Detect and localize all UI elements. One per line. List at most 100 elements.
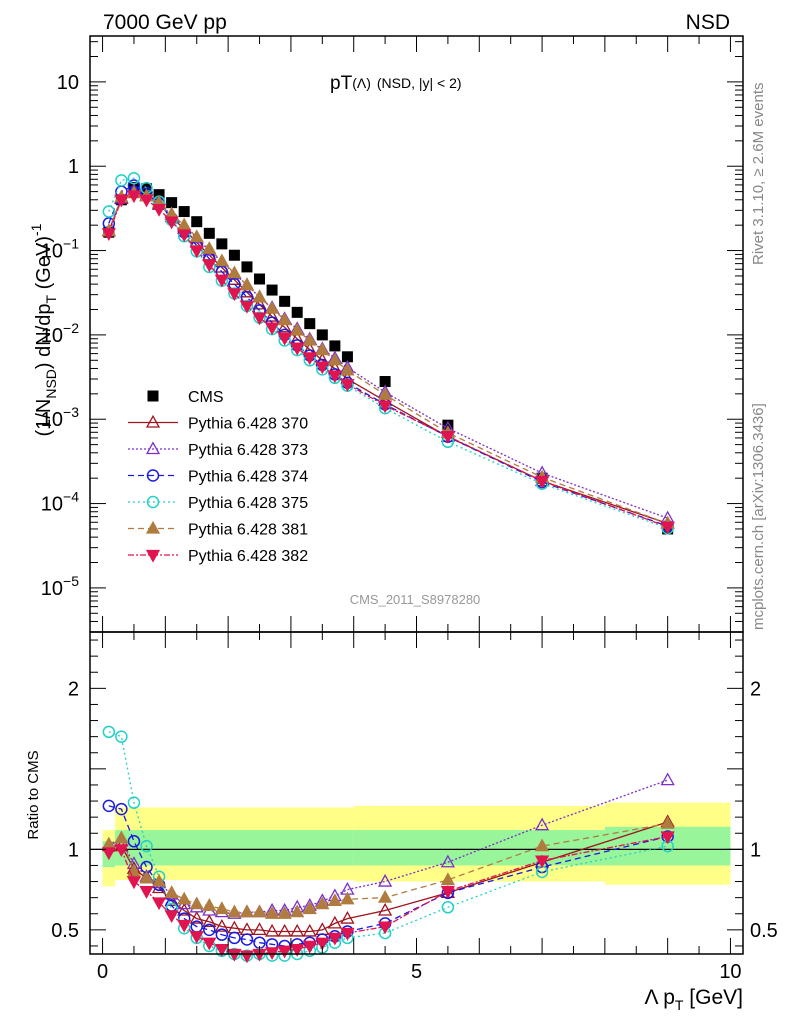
main-point-0-11 — [241, 261, 253, 273]
legend-entry-1: Pythia 6.428 370 — [128, 414, 308, 433]
ratio-point-5-14 — [277, 945, 292, 959]
analysis-watermark: CMS_2011_S8978280 — [350, 592, 481, 607]
title-lambda: (Λ) — [352, 75, 371, 91]
main-point-5-14 — [277, 312, 292, 326]
ratio-point-5-2 — [126, 876, 142, 890]
ratio-y-tick-label-right-2: 2 — [750, 678, 761, 700]
ratio-point-4-23 — [660, 815, 675, 829]
ratio-point-5-23 — [660, 831, 675, 845]
ratio-point-3-2 — [127, 796, 141, 809]
ratio-point-4-9 — [214, 901, 229, 915]
main-point-6-18 — [327, 370, 342, 384]
ratio-point-0-20 — [378, 902, 393, 916]
legend-label-0: CMS — [188, 389, 224, 406]
ratio-point-4-22 — [534, 838, 550, 852]
ratio-point-4-5 — [164, 885, 179, 898]
main-point-0-4 — [153, 189, 165, 201]
legend-entry-5: Pythia 6.428 381 — [128, 520, 308, 539]
ratio-point-2-1 — [115, 802, 128, 816]
ylabel-b: ) dN/dp — [33, 303, 55, 369]
main-y-tick-label-6: 10 — [57, 72, 79, 94]
mcplots-source-label: mcplots.cern.ch [arXiv:1306.3436] — [750, 403, 767, 630]
legend-marker-2 — [145, 441, 161, 455]
ratio-point-5-16 — [302, 940, 317, 954]
ratio-point-3-3 — [140, 839, 153, 853]
legend-entry-0: CMS — [147, 389, 224, 406]
ratio-point-5-0 — [101, 847, 116, 861]
ratio-point-1-22 — [534, 817, 550, 831]
main-point-0-10 — [228, 249, 240, 261]
ratio-point-5-5 — [164, 910, 179, 923]
ratio-point-5-19 — [340, 927, 355, 941]
main-point-6-2 — [126, 190, 142, 204]
ratio-y-tick-label-left-1: 1 — [68, 839, 79, 861]
ratio-point-0-13 — [264, 923, 280, 937]
legend-label-4: Pythia 6.428 375 — [188, 495, 308, 512]
ratio-point-4-13 — [264, 906, 280, 919]
ratio-point-0-18 — [327, 915, 342, 929]
main-point-6-8 — [202, 259, 217, 273]
main-point-6-14 — [277, 332, 292, 346]
legend-marker-1 — [145, 414, 161, 428]
ratio-y-tick-label-right-1: 1 — [750, 839, 761, 861]
main-point-5-18 — [327, 352, 342, 366]
ratio-series-4 — [101, 815, 675, 919]
ratio-point-4-20 — [378, 890, 393, 903]
ratio-point-0-14 — [277, 923, 292, 937]
main-point-0-8 — [203, 227, 215, 239]
main-point-5-10 — [227, 265, 242, 279]
main-point-1-12 — [252, 296, 267, 310]
legend-label-3: Pythia 6.428 374 — [188, 469, 308, 486]
xlabel-main: Λ p — [645, 986, 675, 1009]
ratio-point-0-12 — [252, 922, 267, 935]
main-point-6-6 — [177, 229, 192, 243]
legend-label-5: Pythia 6.428 381 — [188, 522, 308, 539]
main-point-6-4 — [151, 203, 167, 217]
x-tick-label-0: 0 — [97, 961, 108, 983]
main-point-6-12 — [252, 312, 267, 326]
ratio-point-2-0 — [102, 799, 116, 813]
ratio-point-4-6 — [177, 891, 192, 905]
legend-label-2: Pythia 6.428 373 — [188, 442, 308, 459]
main-point-6-20 — [378, 400, 393, 414]
ratio-point-5-4 — [151, 897, 167, 911]
ratio-point-4-1 — [114, 830, 129, 844]
ratio-point-0-8 — [202, 914, 217, 927]
main-point-4-2 — [127, 172, 141, 185]
ratio-point-2-9 — [215, 928, 229, 941]
main-y-tick-label-4: 10−1 — [41, 236, 79, 263]
main-point-0-19 — [341, 351, 353, 363]
main-point-5-9 — [214, 253, 229, 267]
ratio-point-4-14 — [277, 906, 292, 919]
ratio-point-3-1 — [115, 730, 128, 743]
ratio-point-4-10 — [227, 904, 242, 918]
main-point-6-3 — [139, 194, 154, 208]
main-y-tick-label-2: 10−3 — [41, 404, 79, 431]
main-point-5-15 — [290, 322, 305, 336]
main-point-5-16 — [302, 332, 317, 346]
ratio-point-5-1 — [114, 844, 129, 857]
ratio-point-4-8 — [202, 898, 217, 911]
ratio-y-axis-label: Ratio to CMS — [25, 750, 42, 839]
ylabel-c: (GeV) — [33, 236, 55, 295]
main-point-6-23 — [660, 521, 675, 535]
main-point-6-11 — [239, 300, 255, 314]
legend-marker-3 — [146, 469, 160, 482]
ratio-point-2-10 — [228, 931, 241, 945]
legend-entry-6: Pythia 6.428 382 — [128, 548, 308, 565]
main-point-0-7 — [191, 216, 203, 228]
ratio-point-0-16 — [302, 923, 317, 937]
ylabel-sub1: NSD — [43, 369, 59, 399]
main-point-6-9 — [214, 274, 229, 288]
main-point-6-7 — [189, 245, 204, 259]
main-point-5-19 — [340, 362, 355, 376]
ratio-y-tick-label-left-2: 2 — [68, 678, 79, 700]
ylabel-a: (1/N — [33, 399, 55, 437]
main-point-0-16 — [304, 318, 316, 330]
main-point-0-9 — [216, 238, 228, 250]
ratio-point-0-6 — [177, 902, 192, 916]
main-plot-frame — [89, 35, 744, 633]
ratio-point-5-11 — [239, 950, 255, 964]
ratio-series-line-3 — [108, 731, 668, 955]
ratio-point-4-7 — [189, 896, 204, 910]
